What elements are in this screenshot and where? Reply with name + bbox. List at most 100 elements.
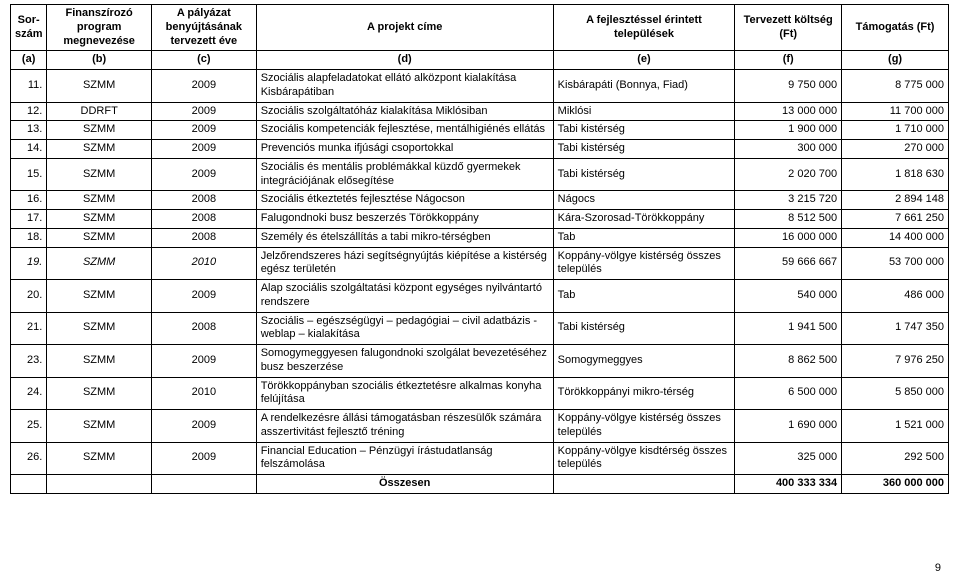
totals-empty-2 (47, 475, 152, 494)
cell-ev: 2009 (152, 121, 257, 140)
cell-program: SZMM (47, 247, 152, 280)
cell-telepules: Tabi kistérség (553, 158, 735, 191)
cell-ev: 2010 (152, 377, 257, 410)
cell-tamogatas: 1 747 350 (842, 312, 949, 345)
table-row: 17.SZMM2008Falugondnoki busz beszerzés T… (11, 210, 949, 229)
cell-sorszam: 21. (11, 312, 47, 345)
cell-sorszam: 12. (11, 102, 47, 121)
cell-sorszam: 26. (11, 442, 47, 475)
table-row: 12.DDRFT2009Szociális szolgáltatóház kia… (11, 102, 949, 121)
cell-sorszam: 23. (11, 345, 47, 378)
cell-cim: Jelzőrendszeres házi segítségnyújtás kié… (256, 247, 553, 280)
cell-koltseg: 13 000 000 (735, 102, 842, 121)
projects-table: Sor- szám Finanszírozó program megnevezé… (10, 4, 949, 494)
cell-telepules: Somogymeggyes (553, 345, 735, 378)
cell-telepules: Törökkoppányi mikro-térség (553, 377, 735, 410)
col-header-program: Finanszírozó program megnevezése (47, 5, 152, 51)
cell-telepules: Nágocs (553, 191, 735, 210)
totals-koltseg: 400 333 334 (735, 475, 842, 494)
cell-cim: A rendelkezésre állási támogatásban rész… (256, 410, 553, 443)
table-row: 24.SZMM2010Törökkoppányban szociális étk… (11, 377, 949, 410)
cell-program: SZMM (47, 210, 152, 229)
cell-sorszam: 14. (11, 140, 47, 159)
cell-tamogatas: 2 894 148 (842, 191, 949, 210)
totals-empty-4 (553, 475, 735, 494)
totals-empty-3 (152, 475, 257, 494)
totals-empty-1 (11, 475, 47, 494)
cell-telepules: Koppány-völgye kistérség összes települé… (553, 247, 735, 280)
cell-tamogatas: 1 521 000 (842, 410, 949, 443)
cell-program: SZMM (47, 70, 152, 103)
cell-koltseg: 1 900 000 (735, 121, 842, 140)
cell-cim: Törökkoppányban szociális étkeztetésre a… (256, 377, 553, 410)
table-row: 21.SZMM2008Szociális – egészségügyi – pe… (11, 312, 949, 345)
cell-sorszam: 11. (11, 70, 47, 103)
cell-koltseg: 8 862 500 (735, 345, 842, 378)
cell-ev: 2010 (152, 247, 257, 280)
cell-ev: 2008 (152, 312, 257, 345)
col-header-tamogatas: Támogatás (Ft) (842, 5, 949, 51)
totals-row: Összesen 400 333 334 360 000 000 (11, 475, 949, 494)
cell-koltseg: 1 690 000 (735, 410, 842, 443)
cell-program: SZMM (47, 191, 152, 210)
cell-ev: 2008 (152, 191, 257, 210)
totals-label: Összesen (256, 475, 553, 494)
colref-c: (c) (152, 51, 257, 70)
cell-tamogatas: 1 818 630 (842, 158, 949, 191)
cell-telepules: Kára-Szorosad-Törökkoppány (553, 210, 735, 229)
table-row: 14.SZMM2009Prevenciós munka ifjúsági cso… (11, 140, 949, 159)
cell-program: SZMM (47, 312, 152, 345)
cell-koltseg: 325 000 (735, 442, 842, 475)
cell-koltseg: 540 000 (735, 280, 842, 313)
cell-ev: 2009 (152, 345, 257, 378)
cell-program: SZMM (47, 410, 152, 443)
colref-b: (b) (47, 51, 152, 70)
table-row: 15.SZMM2009Szociális és mentális problém… (11, 158, 949, 191)
cell-cim: Financial Education – Pénzügyi írástudat… (256, 442, 553, 475)
cell-sorszam: 20. (11, 280, 47, 313)
cell-ev: 2009 (152, 70, 257, 103)
col-header-telepulesek: A fejlesztéssel érintett települések (553, 5, 735, 51)
cell-ev: 2009 (152, 102, 257, 121)
cell-tamogatas: 7 661 250 (842, 210, 949, 229)
table-row: 11.SZMM2009Szociális alapfeladatokat ell… (11, 70, 949, 103)
cell-tamogatas: 5 850 000 (842, 377, 949, 410)
cell-cim: Szociális kompetenciák fejlesztése, ment… (256, 121, 553, 140)
cell-cim: Prevenciós munka ifjúsági csoportokkal (256, 140, 553, 159)
cell-sorszam: 13. (11, 121, 47, 140)
col-header-koltseg: Tervezett költség (Ft) (735, 5, 842, 51)
cell-program: SZMM (47, 228, 152, 247)
cell-telepules: Kisbárapáti (Bonnya, Fiad) (553, 70, 735, 103)
cell-tamogatas: 7 976 250 (842, 345, 949, 378)
cell-tamogatas: 8 775 000 (842, 70, 949, 103)
cell-tamogatas: 53 700 000 (842, 247, 949, 280)
cell-telepules: Koppány-völgye kisdtérség összes települ… (553, 442, 735, 475)
cell-sorszam: 16. (11, 191, 47, 210)
table-header-row: Sor- szám Finanszírozó program megnevezé… (11, 5, 949, 51)
cell-ev: 2009 (152, 410, 257, 443)
column-letter-row: (a) (b) (c) (d) (e) (f) (g) (11, 51, 949, 70)
colref-a: (a) (11, 51, 47, 70)
cell-koltseg: 3 215 720 (735, 191, 842, 210)
cell-program: SZMM (47, 377, 152, 410)
table-row: 19.SZMM2010Jelzőrendszeres házi segítség… (11, 247, 949, 280)
colref-f: (f) (735, 51, 842, 70)
table-row: 18.SZMM2008Személy és ételszállítás a ta… (11, 228, 949, 247)
cell-sorszam: 25. (11, 410, 47, 443)
cell-koltseg: 300 000 (735, 140, 842, 159)
cell-cim: Szociális étkeztetés fejlesztése Nágocso… (256, 191, 553, 210)
cell-koltseg: 6 500 000 (735, 377, 842, 410)
cell-cim: Szociális és mentális problémákkal küzdő… (256, 158, 553, 191)
cell-koltseg: 16 000 000 (735, 228, 842, 247)
cell-cim: Alap szociális szolgáltatási központ egy… (256, 280, 553, 313)
cell-sorszam: 17. (11, 210, 47, 229)
cell-koltseg: 2 020 700 (735, 158, 842, 191)
cell-tamogatas: 270 000 (842, 140, 949, 159)
cell-sorszam: 19. (11, 247, 47, 280)
cell-program: SZMM (47, 140, 152, 159)
totals-tamogatas: 360 000 000 (842, 475, 949, 494)
cell-cim: Szociális – egészségügyi – pedagógiai – … (256, 312, 553, 345)
cell-telepules: Tab (553, 228, 735, 247)
cell-ev: 2009 (152, 442, 257, 475)
cell-cim: Falugondnoki busz beszerzés Törökkoppány (256, 210, 553, 229)
